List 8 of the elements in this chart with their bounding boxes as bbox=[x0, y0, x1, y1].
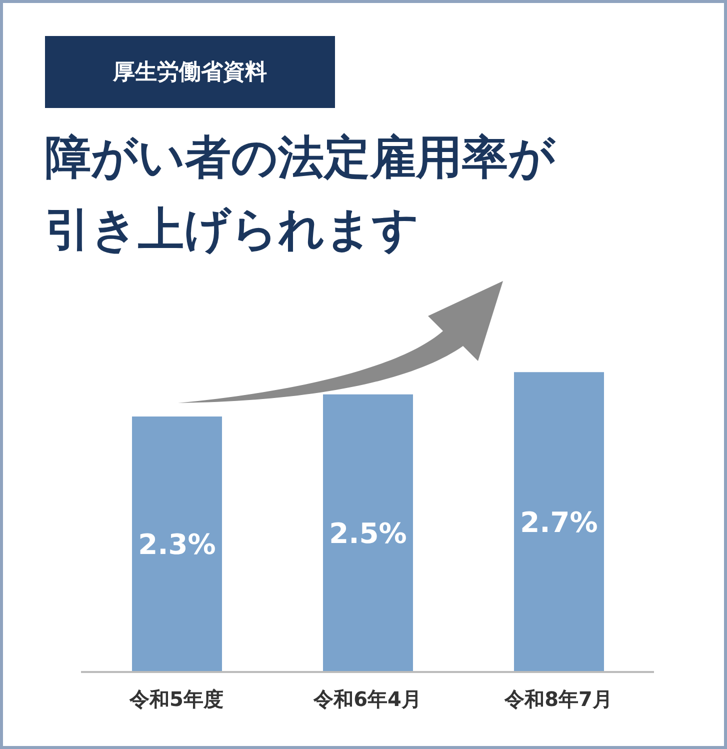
x-tick-label: 令和6年4月 bbox=[312, 687, 422, 712]
data-label: 2.3% bbox=[138, 528, 216, 562]
data-label: 2.5% bbox=[329, 517, 407, 550]
chart-subtitle: 厚生労働省資料 bbox=[45, 36, 335, 108]
x-tick-label: 令和8年7月 bbox=[504, 687, 612, 712]
chart-title: 障がい者の法定雇用率が引き上げられます bbox=[45, 129, 556, 258]
data-label: 2.7% bbox=[520, 506, 598, 539]
x-tick-label: 令和5年度 bbox=[128, 687, 224, 712]
